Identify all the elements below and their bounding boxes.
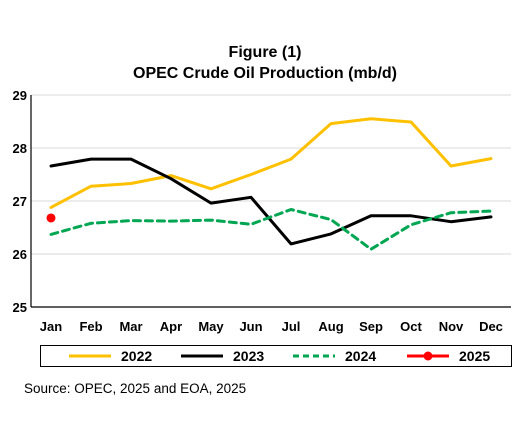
x-tick-label-aug: Aug xyxy=(318,319,343,334)
chart-title: Figure (1) xyxy=(228,44,302,61)
legend-swatch-2025 xyxy=(407,350,449,362)
legend-label-2023: 2023 xyxy=(233,347,265,364)
legend-swatch-2022 xyxy=(69,350,111,362)
series-2024-line xyxy=(49,208,493,251)
legend-item-2022: 2022 xyxy=(69,346,152,365)
chart-subtitle: OPEC Crude Oil Production (mb/d) xyxy=(133,65,397,82)
x-tick-label-dec: Dec xyxy=(479,319,503,334)
x-tick-label-feb: Feb xyxy=(79,319,102,334)
chart-title-block: Figure (1) OPEC Crude Oil Production (mb… xyxy=(0,42,530,84)
x-tick-label-jan: Jan xyxy=(40,319,62,334)
x-tick-label-sep: Sep xyxy=(359,319,383,334)
y-tick-label-28: 28 xyxy=(13,141,27,156)
legend-swatch-2023 xyxy=(181,350,223,362)
legend: 2022 2023 2024 2025 xyxy=(40,345,512,367)
series-2025-point-0 xyxy=(46,213,56,223)
legend-swatch-2024 xyxy=(293,350,335,362)
y-tick-label-27: 27 xyxy=(13,194,27,209)
x-tick-label-oct: Oct xyxy=(400,319,422,334)
legend-label-2022: 2022 xyxy=(121,347,153,364)
legend-item-2025: 2025 xyxy=(407,346,490,365)
y-tick-label-29: 29 xyxy=(13,88,27,103)
x-tick-label-jun: Jun xyxy=(239,319,262,334)
y-tick-label-25: 25 xyxy=(13,300,27,315)
series-2022-line xyxy=(49,117,493,209)
legend-item-2024: 2024 xyxy=(293,346,376,365)
x-tick-label-jul: Jul xyxy=(282,319,301,334)
source-note: Source: OPEC, 2025 and EOA, 2025 xyxy=(24,381,247,396)
y-tick-label-26: 26 xyxy=(13,247,27,262)
legend-item-2023: 2023 xyxy=(181,346,264,365)
series-2023-line xyxy=(49,157,493,246)
legend-label-2024: 2024 xyxy=(345,347,377,364)
x-tick-label-may: May xyxy=(198,319,224,334)
x-tick-label-mar: Mar xyxy=(119,319,142,334)
x-tick-label-nov: Nov xyxy=(439,319,464,334)
x-tick-label-apr: Apr xyxy=(160,319,182,334)
legend-label-2025: 2025 xyxy=(459,347,491,364)
